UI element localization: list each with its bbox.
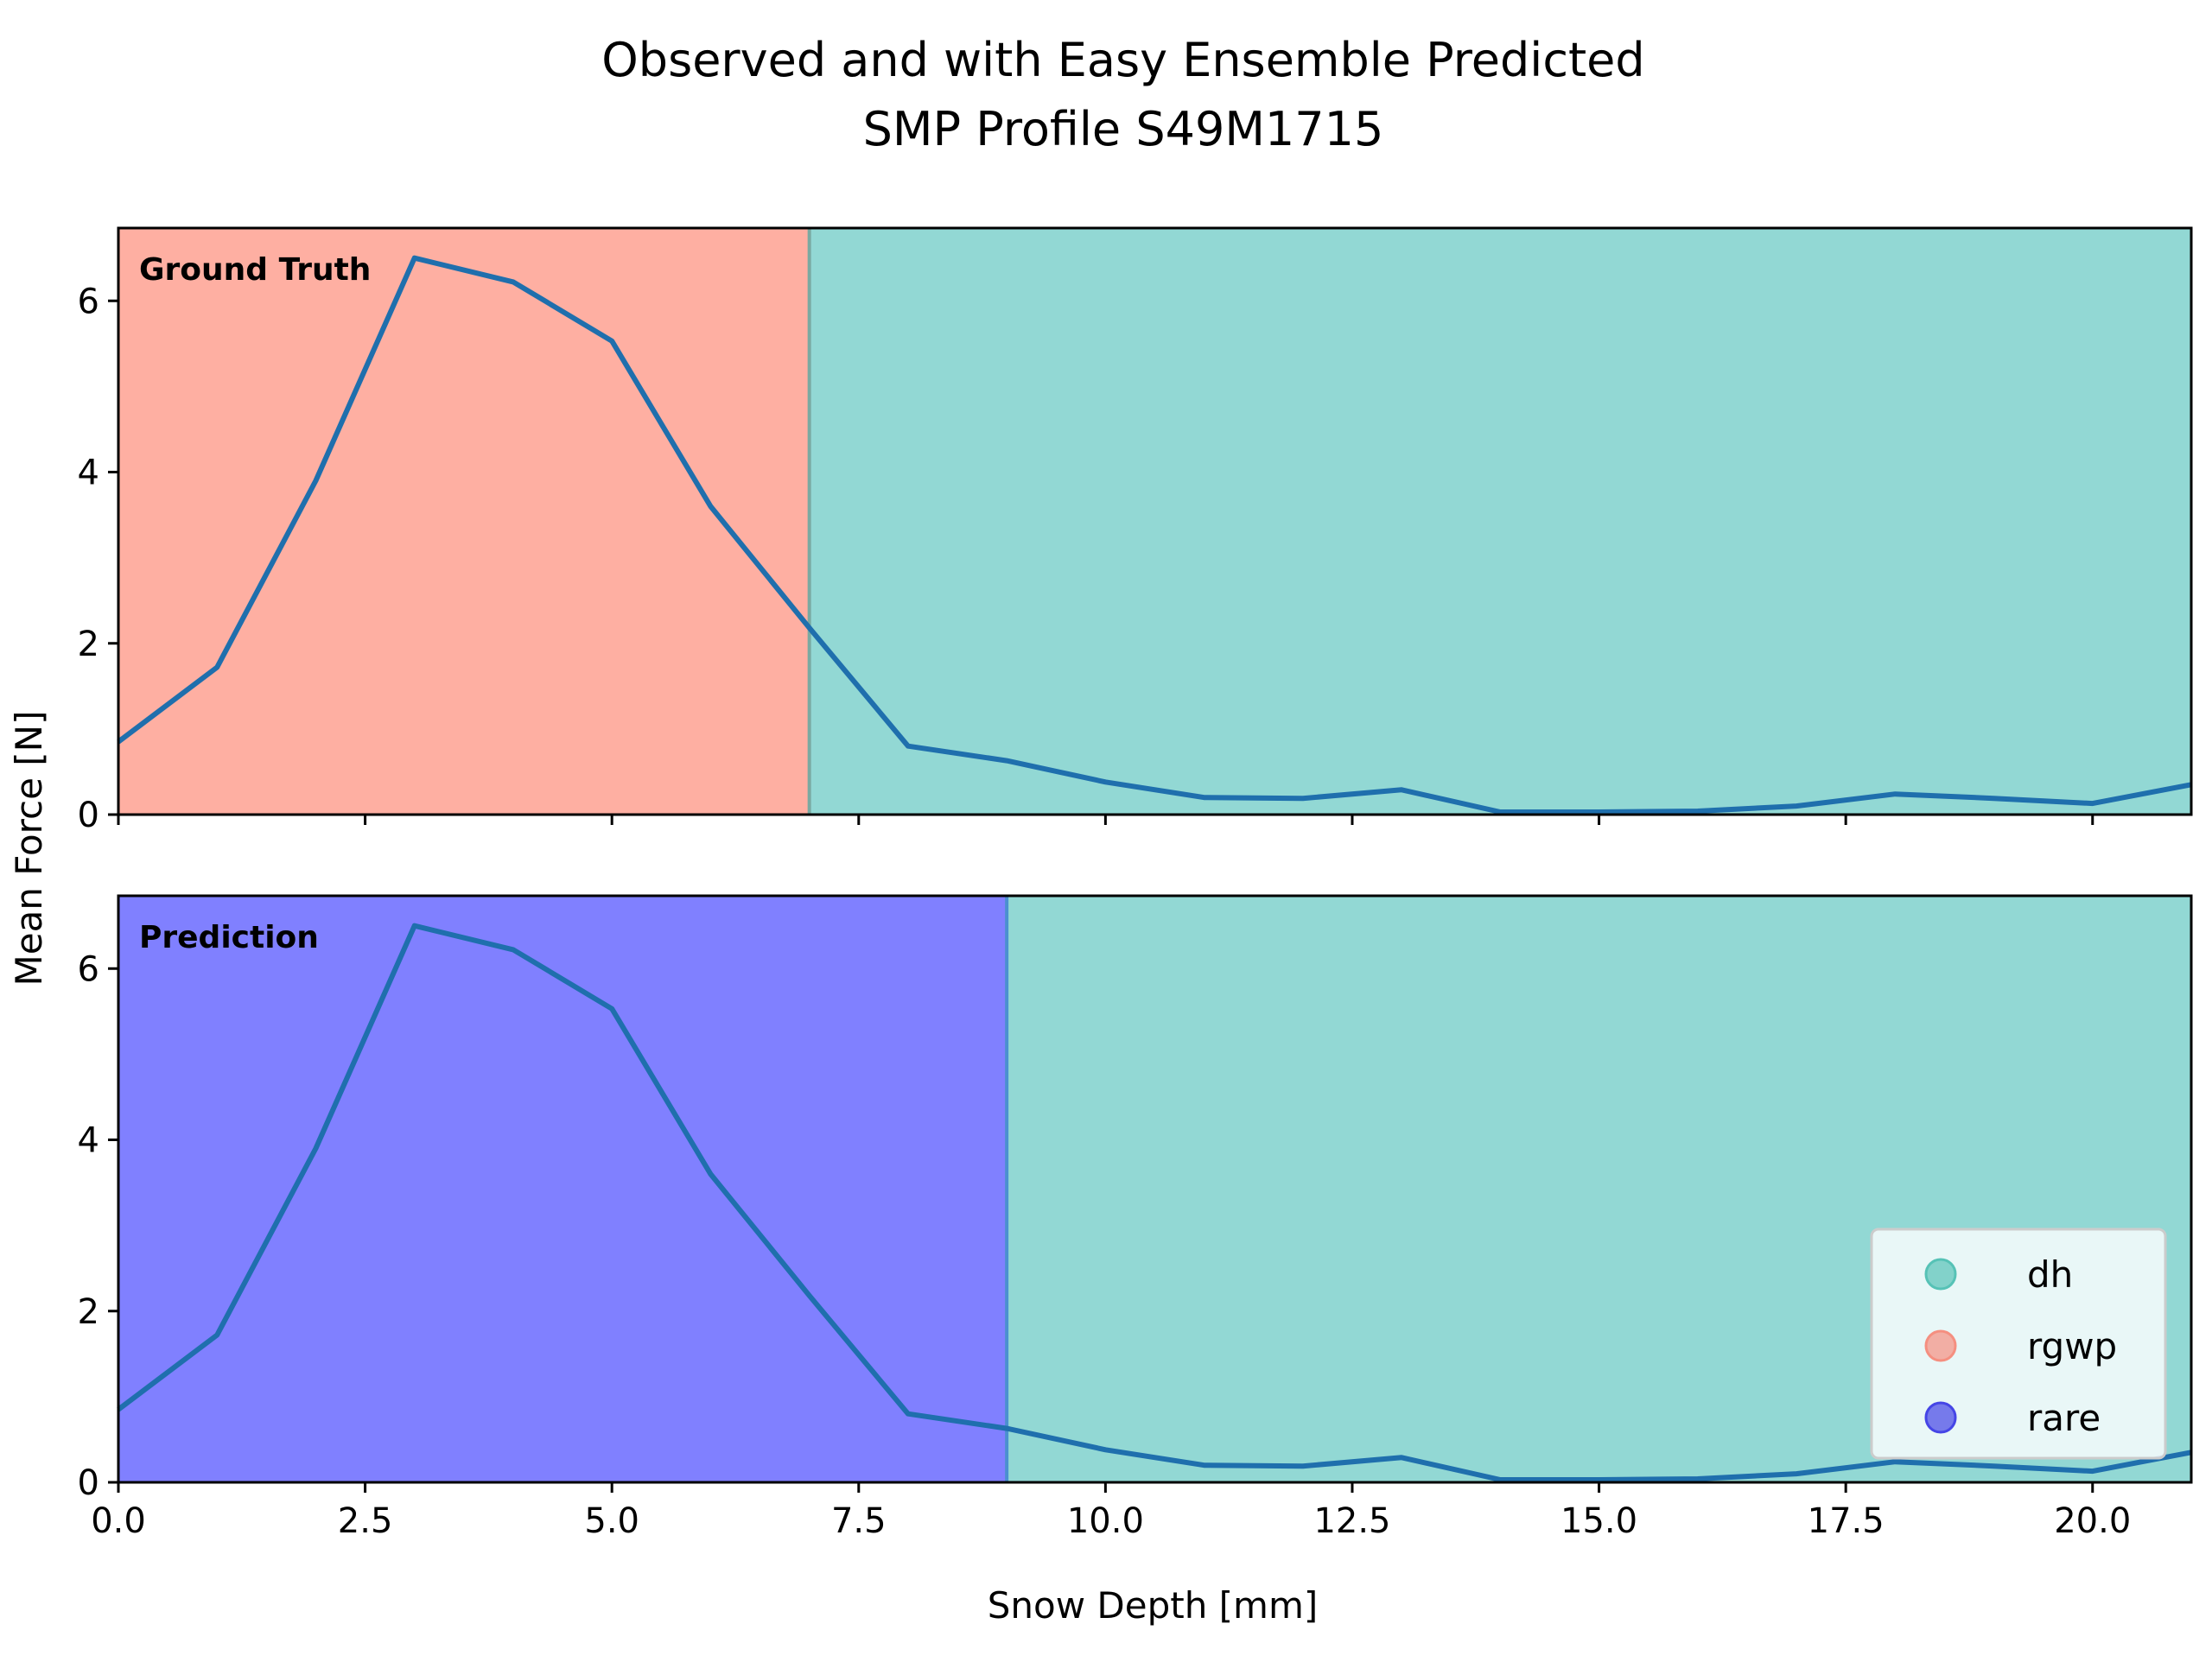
legend: dh rgwp rare	[1872, 1229, 2165, 1458]
x-tick-label: 5.0	[584, 1501, 639, 1541]
panel-label: Prediction	[139, 920, 319, 955]
y-tick-label: 0	[78, 796, 99, 835]
legend-box	[1872, 1229, 2165, 1458]
x-tick-label: 0.0	[91, 1501, 146, 1541]
x-tick-label: 10.0	[1067, 1501, 1144, 1541]
legend-label-dh: dh	[2027, 1253, 2073, 1296]
x-tick-label: 20.0	[2054, 1501, 2131, 1541]
y-axis-label: Mean Force [N]	[8, 711, 50, 986]
legend-marker-rgwp	[1926, 1331, 1955, 1361]
y-tick-label: 2	[78, 625, 99, 664]
legend-marker-rare	[1926, 1403, 1955, 1432]
x-tick-label: 12.5	[1313, 1501, 1390, 1541]
y-tick-label: 4	[78, 1121, 99, 1161]
legend-label-rgwp: rgwp	[2027, 1325, 2117, 1367]
segment-rare	[118, 896, 1007, 1482]
y-tick-label: 2	[78, 1292, 99, 1332]
title-line-1: Observed and with Easy Ensemble Predicte…	[601, 33, 1644, 87]
x-tick-label: 15.0	[1560, 1501, 1637, 1541]
segment-dh	[810, 228, 2191, 815]
y-tick-label: 4	[78, 454, 99, 493]
x-axis-label: Snow Depth [mm]	[988, 1584, 1319, 1627]
segment-rgwp	[118, 228, 810, 815]
figure-title: Observed and with Easy Ensemble Predicte…	[601, 33, 1644, 156]
x-tick-label: 17.5	[1808, 1501, 1885, 1541]
subplots: 0 2 4 6 Ground Truth 0 2 4 6 0.0 2.5 5.0 7.5 10.0 12.5…	[78, 228, 2192, 1541]
y-tick-label: 0	[78, 1463, 99, 1503]
subplot-1: 0 2 4 6 Ground Truth	[78, 228, 2192, 835]
y-tick-label: 6	[78, 282, 99, 321]
x-tick-label: 2.5	[338, 1501, 393, 1541]
title-line-2: SMP Profile S49M1715	[863, 102, 1384, 156]
legend-label-rare: rare	[2027, 1397, 2101, 1439]
x-tick-label: 7.5	[831, 1501, 887, 1541]
legend-marker-dh	[1926, 1259, 1955, 1289]
panel-label: Ground Truth	[139, 252, 371, 288]
y-tick-label: 6	[78, 949, 99, 989]
